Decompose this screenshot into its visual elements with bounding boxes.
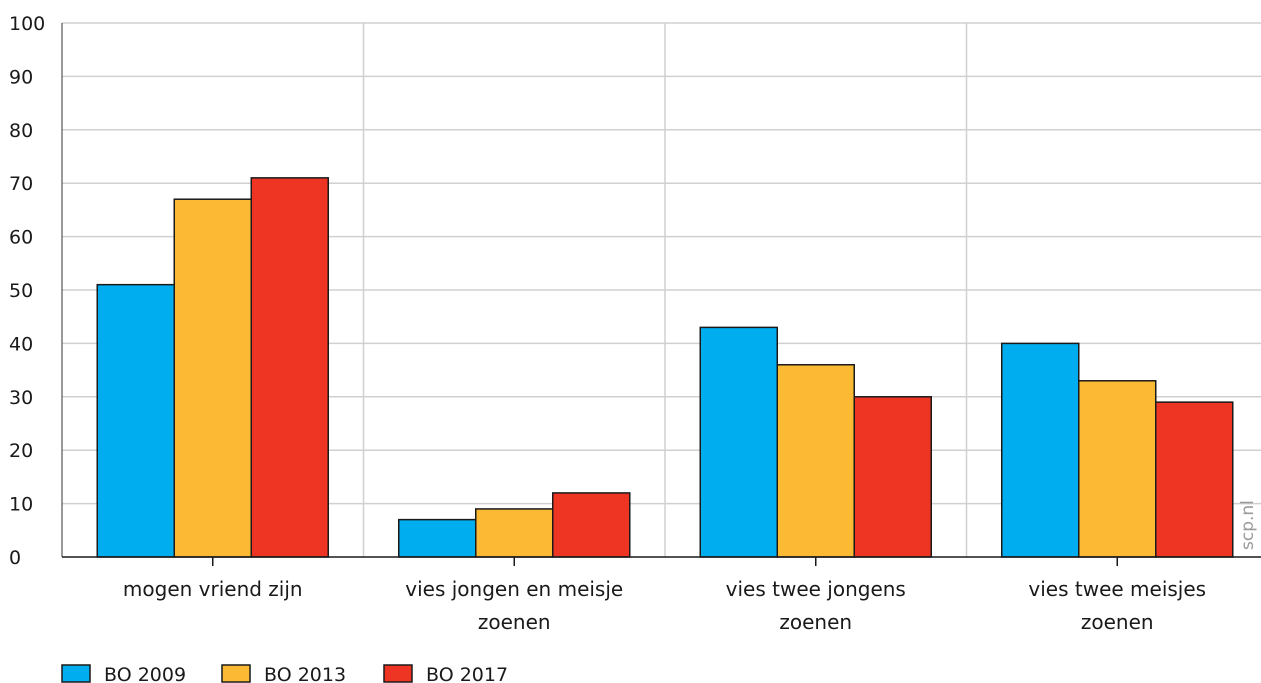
legend-label: BO 2013 — [264, 664, 346, 683]
y-tick-label: 90 — [9, 66, 33, 88]
y-tick-label: 40 — [9, 333, 33, 355]
category-label: vies jongen en meisje — [405, 577, 623, 601]
category-label: zoenen — [478, 610, 551, 634]
bar — [699, 326, 778, 558]
bar — [552, 492, 631, 558]
bar — [475, 508, 554, 558]
bar — [853, 396, 932, 558]
category-labels: mogen vriend zijn vies jongen en meisje zo… — [123, 577, 1206, 634]
x-axis — [62, 556, 1261, 566]
legend: BO 2009 BO 2013 BO 2017 — [61, 664, 508, 683]
bar — [1155, 401, 1234, 558]
y-tick-label: 10 — [9, 494, 33, 516]
y-tick-label: 80 — [9, 120, 33, 142]
bar — [250, 177, 329, 558]
y-tick-label: 100 — [9, 13, 45, 35]
category-label: zoenen — [779, 610, 852, 634]
legend-swatch — [221, 664, 251, 683]
bar — [96, 283, 175, 558]
category-label: mogen vriend zijn — [123, 577, 303, 601]
bar — [776, 364, 855, 558]
bar — [398, 518, 477, 558]
bar — [1078, 380, 1157, 558]
legend-swatch — [61, 664, 91, 683]
category-label: vies twee meisjes — [1028, 577, 1206, 601]
bars — [96, 177, 1234, 558]
y-tick-label: 0 — [9, 547, 21, 569]
y-tick-label: 60 — [9, 227, 33, 249]
legend-label: BO 2009 — [104, 664, 186, 683]
y-tick-label: 30 — [9, 387, 33, 409]
legend-swatch — [383, 664, 413, 683]
category-label: zoenen — [1081, 610, 1154, 634]
bar — [173, 198, 252, 558]
y-tick-label: 70 — [9, 173, 33, 195]
watermark-text: scp.nl — [1238, 500, 1258, 550]
y-axis-ticks: 0 10 20 30 40 50 60 70 80 90 100 — [9, 13, 45, 569]
category-label: vies twee jongens — [726, 577, 906, 601]
y-tick-label: 50 — [9, 280, 33, 302]
legend-label: BO 2017 — [426, 664, 508, 683]
bar — [1001, 342, 1080, 558]
y-tick-label: 20 — [9, 440, 33, 462]
